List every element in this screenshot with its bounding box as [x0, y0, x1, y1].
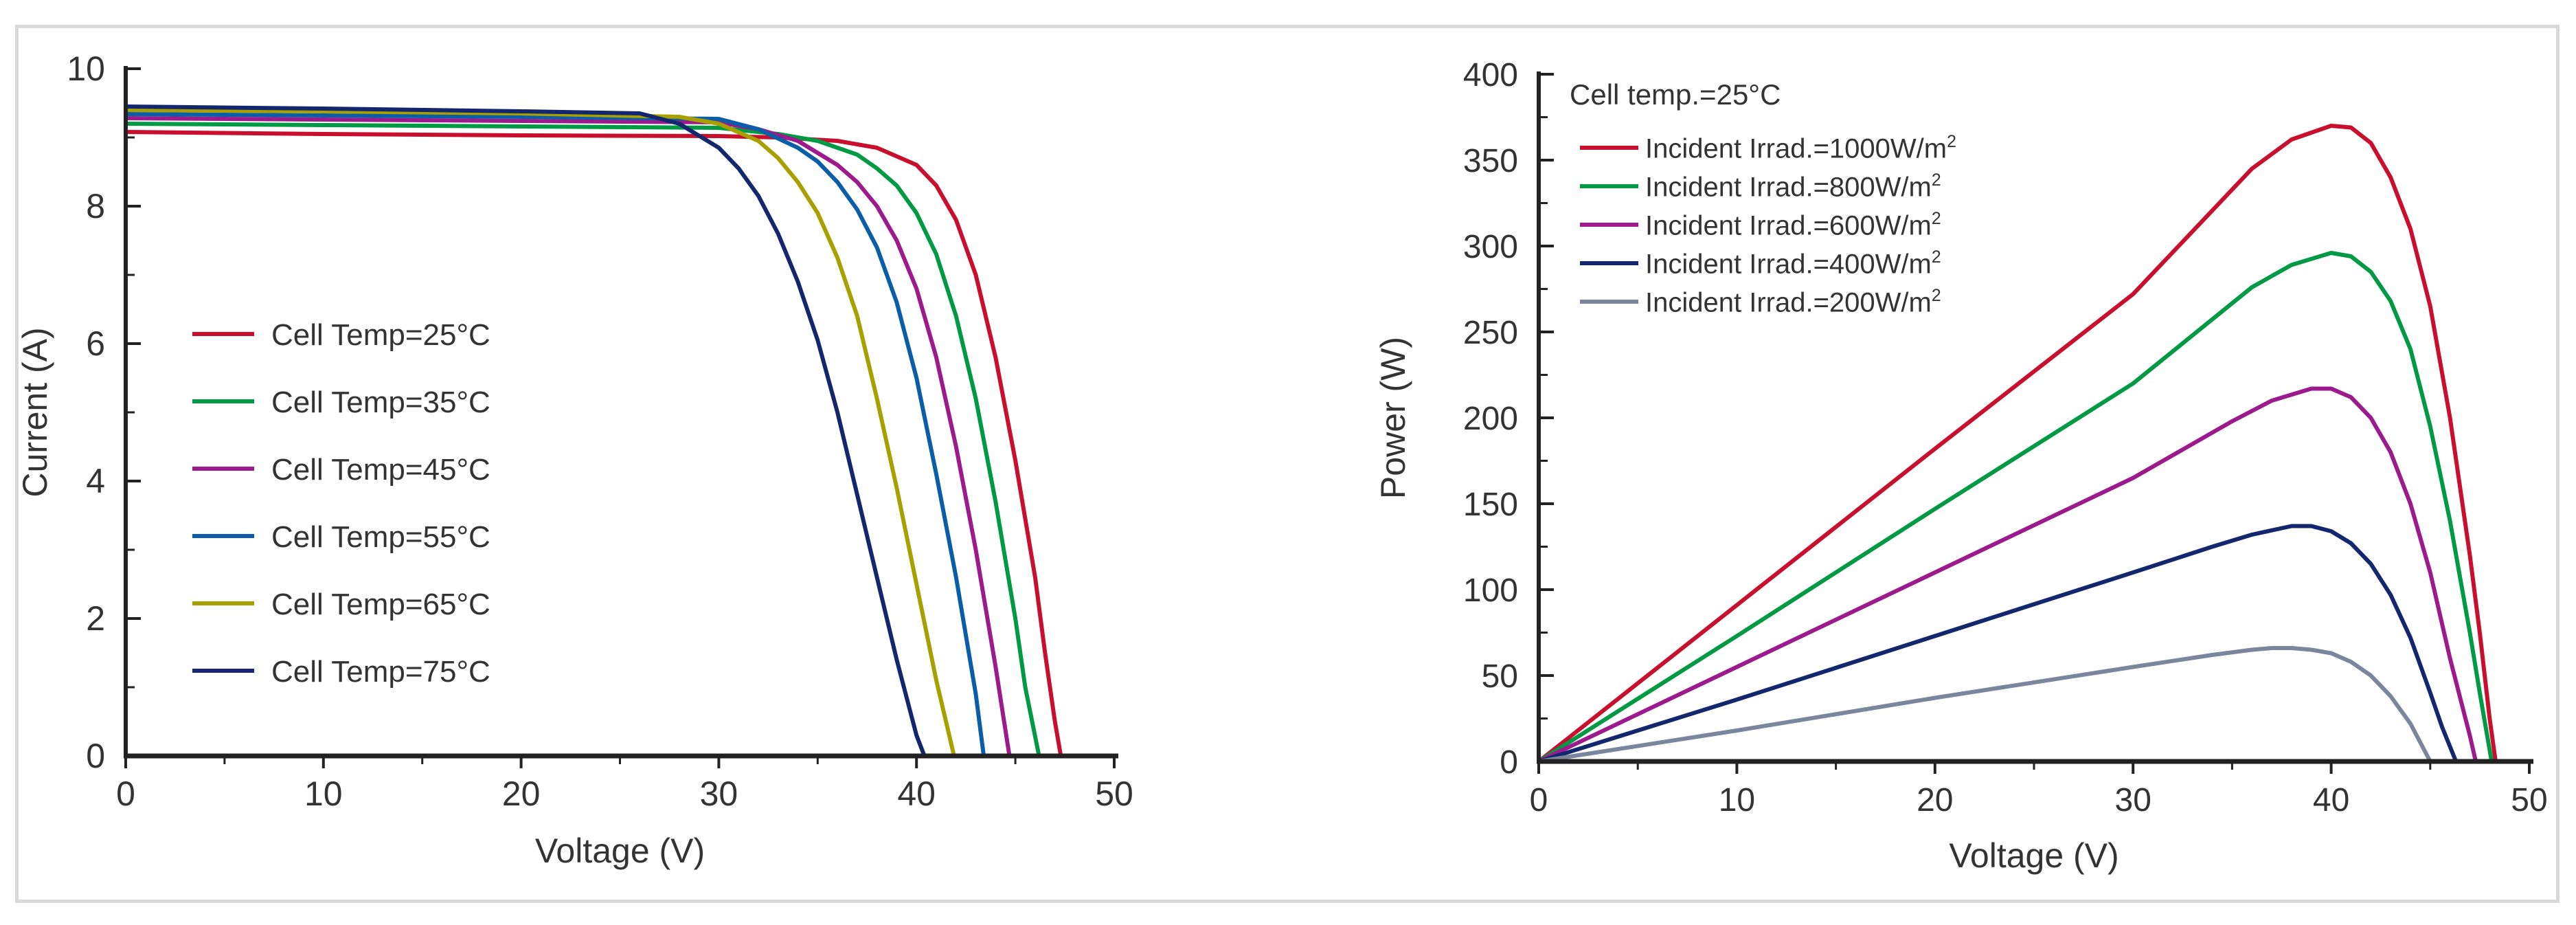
pv-ticks: 0 10 20 30 40 50 0 50 100 150 200 250 300 350 400	[1463, 57, 2548, 818]
pv-x-axis-label: Voltage (V)	[1949, 836, 2119, 875]
pv-legend: Incident Irrad.=1000W/m2 Incident Irrad.=…	[1580, 133, 1956, 317]
iv-x-tick-label: 0	[116, 774, 135, 813]
pv-legend-superscript: 2	[1932, 287, 1941, 305]
iv-legend-label: Cell Temp=25°C	[271, 318, 490, 352]
iv-series-line-3	[124, 112, 986, 758]
pv-series-line-0	[1537, 124, 2498, 764]
iv-y-tick-label: 2	[86, 599, 105, 638]
pv-x-tick-label: 40	[2313, 782, 2349, 818]
pv-x-tick-label: 20	[1917, 782, 1953, 818]
iv-legend: Cell Temp=25°C Cell Temp=35°C Cell Temp=45…	[192, 318, 490, 689]
iv-series-line-4	[124, 108, 956, 758]
iv-x-tick-label: 10	[304, 774, 343, 813]
pv-x-tick-label: 10	[1719, 782, 1755, 818]
pv-annotation: Cell temp.=25°C	[1570, 78, 1781, 111]
iv-legend-label: Cell Temp=45°C	[271, 453, 490, 487]
pv-chart: 0 10 20 30 40 50 0 50 100 150 200 250 300 350 400 Volt…	[1374, 57, 2548, 875]
pv-legend-superscript: 2	[1932, 210, 1941, 228]
pv-x-tick-label: 0	[1530, 782, 1548, 818]
pv-legend-superscript: 2	[1947, 133, 1956, 151]
iv-x-tick-label: 40	[897, 774, 936, 813]
iv-y-tick-label: 8	[86, 187, 105, 225]
pv-y-tick-label: 150	[1463, 487, 1518, 523]
iv-y-tick-label: 10	[67, 49, 105, 88]
iv-legend-label: Cell Temp=65°C	[271, 588, 490, 621]
pv-legend-label: Incident Irrad.=800W/m2	[1645, 171, 1941, 202]
pv-curves	[1537, 124, 2498, 764]
iv-x-tick-label: 50	[1095, 774, 1133, 813]
pv-legend-label: Incident Irrad.=200W/m2	[1645, 287, 1941, 317]
pv-y-tick-label: 0	[1500, 744, 1518, 781]
pv-y-axis-label: Power (W)	[1374, 337, 1412, 499]
iv-y-tick-label: 6	[86, 324, 105, 363]
pv-legend-label: Incident Irrad.=400W/m2	[1645, 248, 1941, 279]
iv-x-tick-label: 30	[700, 774, 738, 813]
pv-series-line-4	[1537, 646, 2432, 764]
iv-curves	[124, 104, 1063, 758]
pv-legend-superscript: 2	[1932, 248, 1941, 267]
iv-series-line-0	[124, 130, 1063, 758]
iv-ticks: 0 10 20 30 40 50 0 2 4 6 8 10	[67, 49, 1133, 813]
pv-legend-superscript: 2	[1932, 171, 1941, 190]
pv-series-line-2	[1537, 386, 2478, 764]
pv-series-line-3	[1537, 524, 2459, 764]
iv-series-line-5	[124, 104, 927, 758]
iv-y-tick-label: 4	[86, 462, 105, 500]
pv-y-tick-label: 50	[1482, 658, 1518, 695]
iv-legend-label: Cell Temp=75°C	[271, 655, 490, 689]
pv-y-tick-label: 200	[1463, 401, 1518, 437]
pv-y-tick-label: 250	[1463, 315, 1518, 351]
pv-series-line-1	[1537, 251, 2494, 764]
pv-y-tick-label: 300	[1463, 229, 1518, 265]
iv-series-line-2	[124, 116, 1012, 758]
iv-legend-label: Cell Temp=55°C	[271, 520, 490, 554]
pv-legend-label: Incident Irrad.=1000W/m2	[1645, 133, 1956, 164]
pv-x-tick-label: 50	[2511, 782, 2547, 818]
pv-y-tick-label: 100	[1463, 572, 1518, 609]
iv-y-axis-label: Current (A)	[16, 327, 54, 497]
pv-legend-label: Incident Irrad.=600W/m2	[1645, 210, 1941, 241]
pv-x-tick-label: 30	[2115, 782, 2151, 818]
iv-series-line-1	[124, 122, 1041, 758]
iv-y-tick-label: 0	[86, 737, 105, 775]
iv-chart: 0 10 20 30 40 50 0 2 4 6 8 10 Voltage (V) Current (…	[16, 49, 1133, 870]
pv-y-tick-label: 400	[1463, 57, 1518, 93]
iv-x-tick-label: 20	[502, 774, 541, 813]
pv-y-tick-label: 350	[1463, 143, 1518, 179]
iv-x-axis-label: Voltage (V)	[535, 832, 705, 870]
iv-legend-label: Cell Temp=35°C	[271, 386, 490, 419]
